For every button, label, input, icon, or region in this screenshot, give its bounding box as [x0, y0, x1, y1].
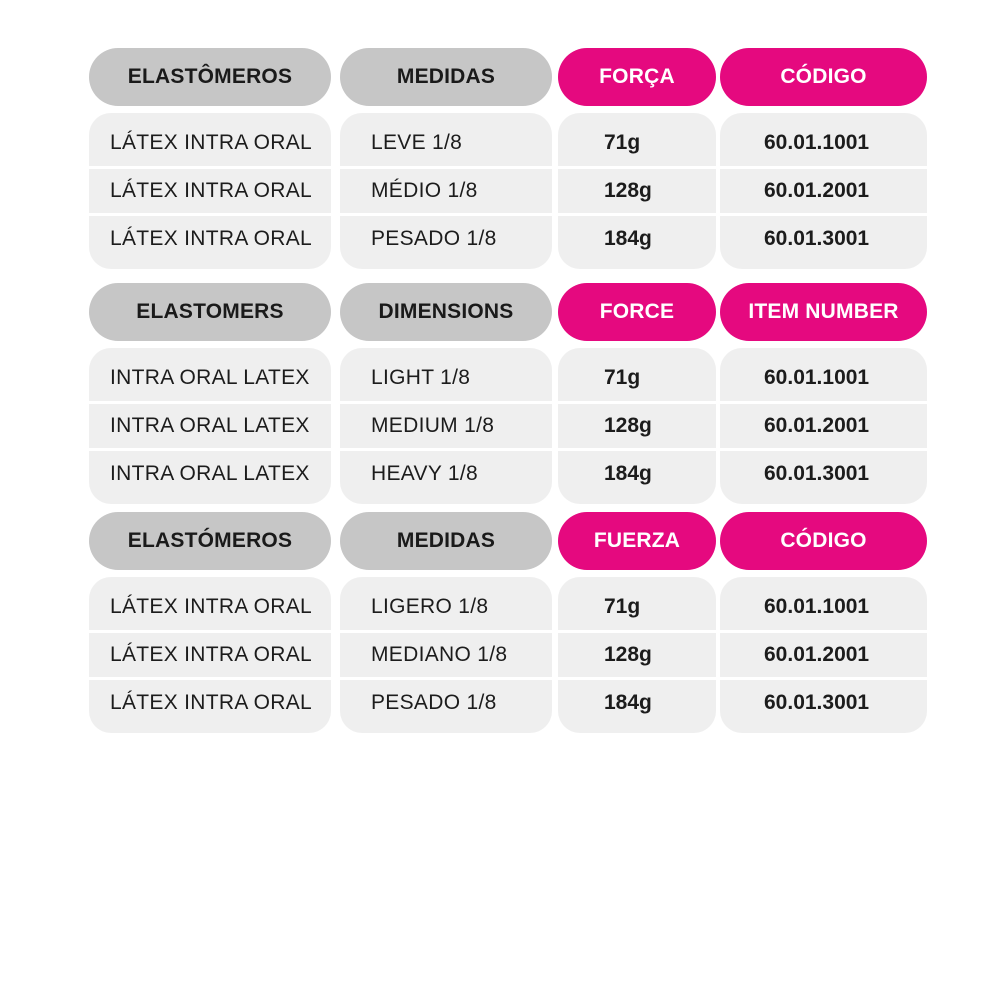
header-dimensions: MEDIDAS — [340, 512, 552, 570]
table-cell: 71g — [558, 585, 716, 633]
table-cell: LÁTEX INTRA ORAL — [110, 226, 313, 250]
column-elastomers: LÁTEX INTRA ORAL LÁTEX INTRA ORAL LÁTEX … — [89, 113, 331, 269]
table-header-row: ELASTOMERS DIMENSIONS FORCE ITEM NUMBER — [89, 283, 927, 341]
table-cell: LIGERO 1/8 — [340, 585, 552, 633]
header-item-number: CÓDIGO — [720, 48, 927, 106]
table-cell: INTRA ORAL LATEX — [89, 356, 331, 404]
table-cell: 71g — [558, 121, 716, 169]
table-cell: LÁTEX INTRA ORAL — [89, 121, 331, 169]
table-cell: 60.01.3001 — [764, 690, 870, 714]
table-cell: 184g — [604, 226, 652, 250]
column-elastomers: INTRA ORAL LATEX INTRA ORAL LATEX INTRA … — [89, 348, 331, 504]
column-elastomers: LÁTEX INTRA ORAL LÁTEX INTRA ORAL LÁTEX … — [89, 577, 331, 733]
header-item-number: ITEM NUMBER — [720, 283, 927, 341]
header-dimensions: MEDIDAS — [340, 48, 552, 106]
table-cell: 128g — [558, 633, 716, 681]
table-cell: 60.01.1001 — [720, 585, 927, 633]
table-cell: MEDIANO 1/8 — [340, 633, 552, 681]
table-cell: 184g — [604, 461, 652, 485]
table-cell: 128g — [558, 404, 716, 452]
table-cell: HEAVY 1/8 — [371, 461, 478, 485]
table-portuguese: ELASTÔMEROS MEDIDAS FORÇA CÓDIGO LÁTEX I… — [89, 48, 927, 269]
column-force: 71g 128g 184g — [558, 577, 716, 733]
table-cell: LÁTEX INTRA ORAL — [110, 690, 313, 714]
header-elastomers: ELASTÔMEROS — [89, 48, 331, 106]
header-item-number: CÓDIGO — [720, 512, 927, 570]
table-body: INTRA ORAL LATEX INTRA ORAL LATEX INTRA … — [89, 348, 927, 504]
header-dimensions: DIMENSIONS — [340, 283, 552, 341]
table-spanish: ELASTÓMEROS MEDIDAS FUERZA CÓDIGO LÁTEX … — [89, 512, 927, 733]
table-cell: PESADO 1/8 — [371, 226, 497, 250]
column-force: 71g 128g 184g — [558, 348, 716, 504]
table-cell: LÁTEX INTRA ORAL — [89, 633, 331, 681]
table-cell: 60.01.2001 — [720, 169, 927, 217]
column-item-number: 60.01.1001 60.01.2001 60.01.3001 — [720, 113, 927, 269]
column-item-number: 60.01.1001 60.01.2001 60.01.3001 — [720, 348, 927, 504]
header-elastomers: ELASTÓMEROS — [89, 512, 331, 570]
table-cell: 184g — [604, 690, 652, 714]
table-cell: 60.01.3001 — [764, 226, 870, 250]
column-dimensions: LEVE 1/8 MÉDIO 1/8 PESADO 1/8 — [340, 113, 552, 269]
header-force: FORCE — [558, 283, 716, 341]
column-item-number: 60.01.1001 60.01.2001 60.01.3001 — [720, 577, 927, 733]
table-cell: 60.01.2001 — [720, 404, 927, 452]
header-force: FUERZA — [558, 512, 716, 570]
table-cell: PESADO 1/8 — [371, 690, 497, 714]
table-header-row: ELASTÔMEROS MEDIDAS FORÇA CÓDIGO — [89, 48, 927, 106]
column-force: 71g 128g 184g — [558, 113, 716, 269]
column-dimensions: LIGHT 1/8 MEDIUM 1/8 HEAVY 1/8 — [340, 348, 552, 504]
table-body: LÁTEX INTRA ORAL LÁTEX INTRA ORAL LÁTEX … — [89, 577, 927, 733]
table-cell: INTRA ORAL LATEX — [89, 404, 331, 452]
header-elastomers: ELASTOMERS — [89, 283, 331, 341]
table-body: LÁTEX INTRA ORAL LÁTEX INTRA ORAL LÁTEX … — [89, 113, 927, 269]
table-english: ELASTOMERS DIMENSIONS FORCE ITEM NUMBER … — [89, 283, 927, 504]
table-cell: LÁTEX INTRA ORAL — [89, 169, 331, 217]
table-cell: 60.01.1001 — [720, 121, 927, 169]
table-cell: 60.01.3001 — [764, 461, 870, 485]
table-cell: LEVE 1/8 — [340, 121, 552, 169]
table-cell: 128g — [558, 169, 716, 217]
table-cell: 60.01.1001 — [720, 356, 927, 404]
table-header-row: ELASTÓMEROS MEDIDAS FUERZA CÓDIGO — [89, 512, 927, 570]
table-cell: LÁTEX INTRA ORAL — [89, 585, 331, 633]
table-cell: MÉDIO 1/8 — [340, 169, 552, 217]
table-cell: INTRA ORAL LATEX — [110, 461, 310, 485]
table-cell: 71g — [558, 356, 716, 404]
table-cell: LIGHT 1/8 — [340, 356, 552, 404]
column-dimensions: LIGERO 1/8 MEDIANO 1/8 PESADO 1/8 — [340, 577, 552, 733]
table-cell: 60.01.2001 — [720, 633, 927, 681]
table-cell: MEDIUM 1/8 — [340, 404, 552, 452]
header-force: FORÇA — [558, 48, 716, 106]
